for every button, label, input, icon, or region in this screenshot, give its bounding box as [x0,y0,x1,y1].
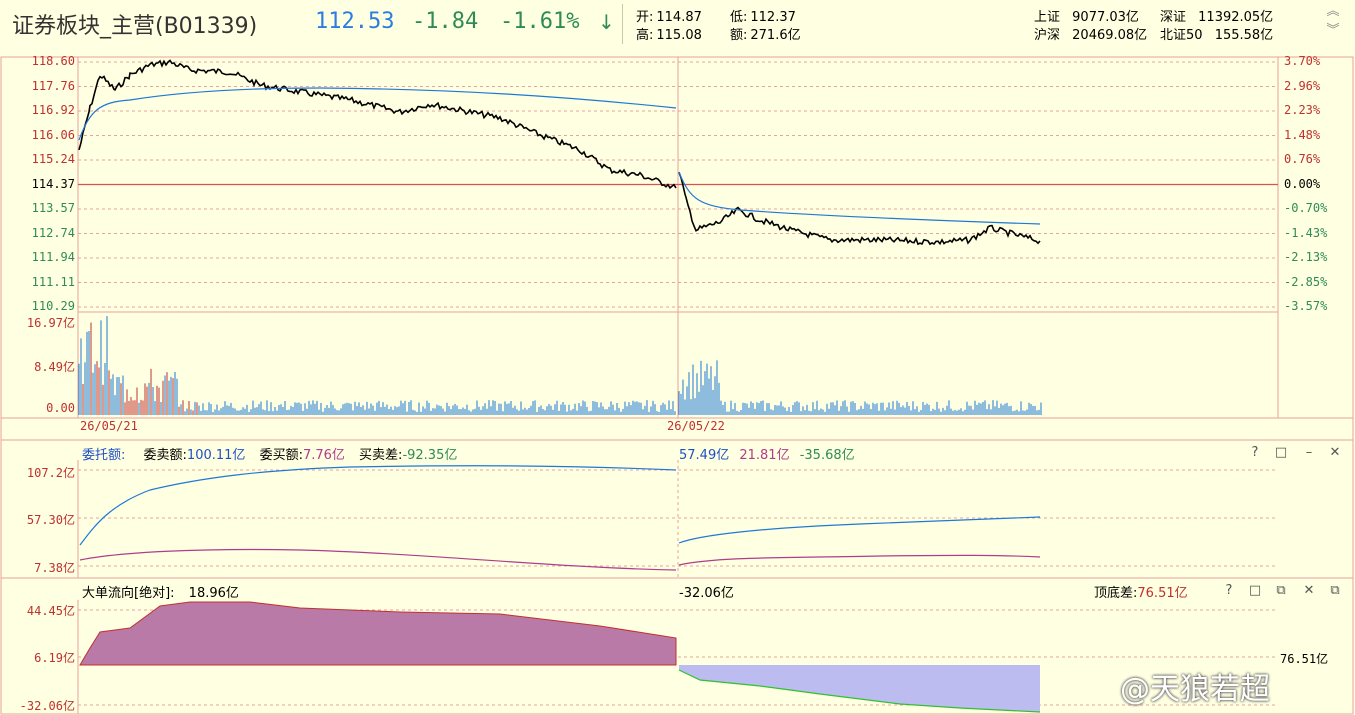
pct-axis-tick: 2.96% [1284,78,1321,93]
volume-axis-tick: 16.97亿 [26,316,75,330]
date-label-day2: 26/05/22 [667,419,725,433]
topbottom-diff: 顶底差:76.51亿 [1094,586,1188,601]
sell-order-line-day2 [678,516,1041,544]
flow-right-value: 76.51亿 [1280,652,1329,666]
pct-axis-tick: -2.85% [1284,274,1328,289]
maximize-icon[interactable]: □ [1274,445,1288,460]
scroll-up-icon[interactable]: ︽ [1326,4,1340,19]
header-divider [622,4,623,44]
low-stat: 低: 112.37 [730,10,796,25]
help-icon[interactable]: ? [1225,583,1233,598]
order-axis-tick: 7.38亿 [34,561,75,575]
price-axis-tick: 114.37 [31,176,75,191]
amount-stat: 额: 271.6亿 [730,28,801,43]
price-axis-tick: 111.94 [31,250,75,264]
price-axis-tick: 113.57 [31,201,75,215]
restore-icon[interactable]: ⧉ [1276,583,1286,598]
pct-axis-tick: 3.70% [1284,54,1321,68]
flow-panel-frame [0,577,1354,715]
pct-axis-tick: 0.00% [1284,176,1321,191]
down-arrow-icon: ↓ [598,10,615,34]
price-axis-tick: 112.74 [31,225,75,240]
flow-area-day2 [679,665,1040,712]
flow-panel-legend: 大单流向[绝对]: 18.96亿 [82,586,239,601]
pct-axis-tick: -3.57% [1284,299,1328,313]
sector-title: 证券板块_主营(B01339) [12,14,258,39]
price-axis-tick: 111.11 [31,274,75,289]
high-stat: 高: 115.08 [636,28,702,43]
volume-axis-tick: 0.00 [46,401,75,415]
pct-axis-tick: -1.43% [1284,225,1328,240]
order-axis-tick: 107.2亿 [26,466,75,480]
buy-order-line-day2 [678,554,1041,566]
close-icon[interactable]: ✕ [1329,445,1341,460]
buy-order-line-day1 [79,548,677,571]
price-change-pct: -1.61% [500,9,580,34]
flow-axis-tick: 44.45亿 [26,604,75,618]
index-shanghai: 上证 9077.03亿 [1034,10,1139,25]
date-label-day1: 26/05/21 [80,419,138,433]
price-axis-tick: 116.92 [31,103,75,117]
scroll-down-icon[interactable]: ︾ [1326,23,1340,38]
order-panel-day2-legend: 57.49亿 21.81亿 -35.68亿 [679,448,855,463]
restore-icon[interactable]: ⧉ [1330,583,1340,598]
avg-line-day2 [678,171,1041,225]
index-shenzhen: 深证 11392.05亿 [1160,10,1274,25]
flow-day2-value: -32.06亿 [679,586,734,601]
index-beizheng50: 北证50 155.58亿 [1160,28,1274,43]
index-hushen: 沪深 20469.08亿 [1034,28,1148,43]
flow-axis-tick: -32.06亿 [19,699,75,713]
price-axis-tick: 117.76 [31,78,75,93]
help-icon[interactable]: ? [1251,445,1259,460]
price-axis-tick: 115.24 [31,152,75,166]
pct-axis-tick: 0.76% [1284,152,1321,166]
pct-axis-tick: 1.48% [1284,127,1321,142]
price-line-day1 [78,59,677,190]
pct-axis-tick: -2.13% [1284,250,1328,264]
open-stat: 开: 114.87 [636,10,702,25]
flow-area-day1 [79,601,677,666]
order-panel-legend: 委托额: 委卖额:100.11亿 委买额:7.76亿 买卖差:-92.35亿 [82,448,458,463]
price-change: -1.84 [412,9,479,34]
price-line-day2 [678,172,1041,246]
close-icon[interactable]: ✕ [1303,583,1315,598]
watermark: @天狼若超 [1120,672,1270,707]
price-axis-tick: 116.06 [31,127,75,142]
sell-order-line-day1 [79,465,677,546]
last-price: 112.53 [315,9,395,34]
maximize-icon[interactable]: □ [1248,583,1262,598]
quote-header: 证券板块_主营(B01339) 112.53 -1.84 -1.61% ↓ 开:… [0,0,1355,48]
minimize-icon[interactable]: – [1305,445,1313,460]
order-axis-tick: 57.30亿 [26,513,75,527]
flow-axis-tick: 6.19亿 [34,651,75,665]
pct-axis-tick: -0.70% [1284,201,1328,215]
volume-axis-tick: 8.49亿 [34,360,75,374]
flow-line-day2 [678,669,1041,713]
price-axis-tick: 118.60 [31,54,75,68]
pct-axis-tick: 2.23% [1284,103,1321,117]
price-axis-tick: 110.29 [31,299,75,313]
avg-line-day1 [78,87,677,141]
price-panel-frame [0,56,1354,419]
